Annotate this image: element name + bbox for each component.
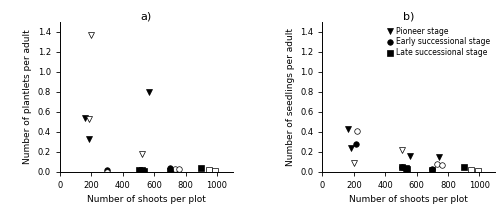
X-axis label: Number of shoots per plot: Number of shoots per plot	[350, 195, 468, 204]
Y-axis label: Number of seedlings per adult: Number of seedlings per adult	[286, 28, 294, 166]
Title: a): a)	[140, 11, 152, 21]
Legend: Pioneer stage, Early successional stage, Late successional stage: Pioneer stage, Early successional stage,…	[386, 26, 491, 58]
Title: b): b)	[403, 11, 414, 21]
Y-axis label: Number of plantlets per adult: Number of plantlets per adult	[23, 29, 32, 164]
X-axis label: Number of shoots per plot: Number of shoots per plot	[87, 195, 206, 204]
